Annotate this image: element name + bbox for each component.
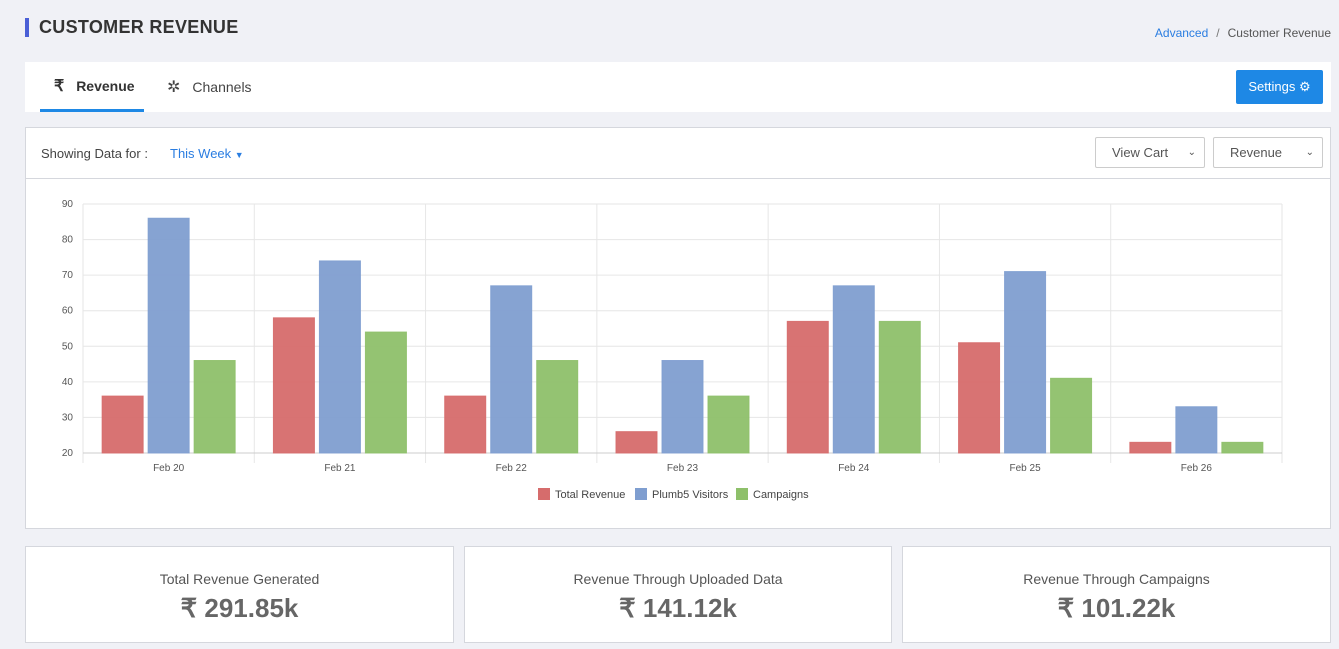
- tab-channels[interactable]: ✲ Channels: [167, 79, 252, 96]
- bar-campaigns: [707, 395, 750, 454]
- breadcrumb: Advanced / Customer Revenue: [1154, 26, 1331, 40]
- x-tick-label: Feb 25: [1010, 463, 1042, 474]
- bar-campaigns: [193, 360, 236, 454]
- bar-campaigns: [1221, 441, 1264, 454]
- y-tick-label: 40: [62, 377, 74, 388]
- bar-campaigns: [364, 331, 407, 454]
- legend-swatch: [635, 488, 647, 500]
- x-tick-label: Feb 21: [324, 463, 356, 474]
- x-tick-label: Feb 24: [838, 463, 870, 474]
- y-tick-label: 90: [62, 199, 74, 210]
- bar-campaigns: [536, 360, 579, 454]
- summary-card-uploaded: Revenue Through Uploaded Data ₹ 141.12k: [464, 546, 892, 643]
- x-tick-label: Feb 20: [153, 463, 185, 474]
- bar-total-revenue: [786, 320, 829, 454]
- tab-revenue[interactable]: ₹ Revenue: [40, 62, 144, 112]
- legend-label: Campaigns: [753, 489, 809, 501]
- bar-plumb5-visitors: [661, 360, 704, 454]
- bar-plumb5-visitors: [490, 285, 533, 454]
- legend-label: Total Revenue: [555, 489, 625, 501]
- rupee-icon: ₹: [54, 77, 65, 95]
- metric-select[interactable]: Revenue ⌄: [1213, 137, 1323, 168]
- legend-swatch: [538, 488, 550, 500]
- bar-plumb5-visitors: [1175, 406, 1218, 454]
- caret-down-icon: ▼: [234, 150, 244, 160]
- bar-campaigns: [1050, 377, 1093, 454]
- tab-bar: ₹ Revenue ✲ Channels Settings ⚙: [25, 62, 1331, 112]
- y-tick-label: 30: [62, 412, 74, 423]
- bar-total-revenue: [272, 317, 315, 454]
- x-tick-label: Feb 26: [1181, 463, 1213, 474]
- breadcrumb-current: Customer Revenue: [1227, 26, 1331, 40]
- settings-button[interactable]: Settings ⚙: [1236, 70, 1323, 104]
- y-tick-label: 80: [62, 235, 74, 246]
- bar-chart: 20 30 40 50 60 70 80 90 Feb 20 Feb 21 Feb 22 Feb 23…: [62, 199, 1283, 501]
- breadcrumb-advanced[interactable]: Advanced: [1154, 26, 1209, 40]
- y-tick-label: 20: [62, 448, 74, 459]
- y-tick-label: 60: [62, 306, 74, 317]
- legend-swatch: [736, 488, 748, 500]
- bar-plumb5-visitors: [1004, 271, 1047, 454]
- bar-total-revenue: [615, 431, 658, 454]
- summary-card-campaigns: Revenue Through Campaigns ₹ 101.22k: [902, 546, 1331, 643]
- view-cart-select[interactable]: View Cart ⌄: [1095, 137, 1205, 168]
- x-tick-label: Feb 22: [496, 463, 528, 474]
- showing-data-label: Showing Data for :: [41, 146, 148, 161]
- x-tick-label: Feb 23: [667, 463, 699, 474]
- chart-panel: Showing Data for : This Week ▼ View Cart…: [25, 127, 1331, 529]
- bar-plumb5-visitors: [318, 260, 361, 454]
- y-tick-label: 50: [62, 341, 74, 352]
- bar-total-revenue: [444, 395, 487, 454]
- gear-icon: ⚙: [1298, 79, 1311, 94]
- page-title: CUSTOMER REVENUE: [25, 18, 239, 37]
- bar-campaigns: [878, 320, 921, 454]
- bar-total-revenue: [1129, 441, 1172, 454]
- chevron-down-icon: ⌄: [1305, 147, 1314, 158]
- y-tick-label: 70: [62, 270, 74, 281]
- bar-plumb5-visitors: [832, 285, 875, 454]
- summary-card-total: Total Revenue Generated ₹ 291.85k: [25, 546, 454, 643]
- sparkle-icon: ✲: [167, 79, 181, 96]
- bar-total-revenue: [958, 342, 1001, 454]
- chevron-down-icon: ⌄: [1187, 147, 1196, 158]
- legend-label: Plumb5 Visitors: [652, 489, 729, 501]
- period-dropdown[interactable]: This Week ▼: [170, 146, 244, 161]
- bar-total-revenue: [101, 395, 144, 454]
- bar-plumb5-visitors: [147, 217, 190, 454]
